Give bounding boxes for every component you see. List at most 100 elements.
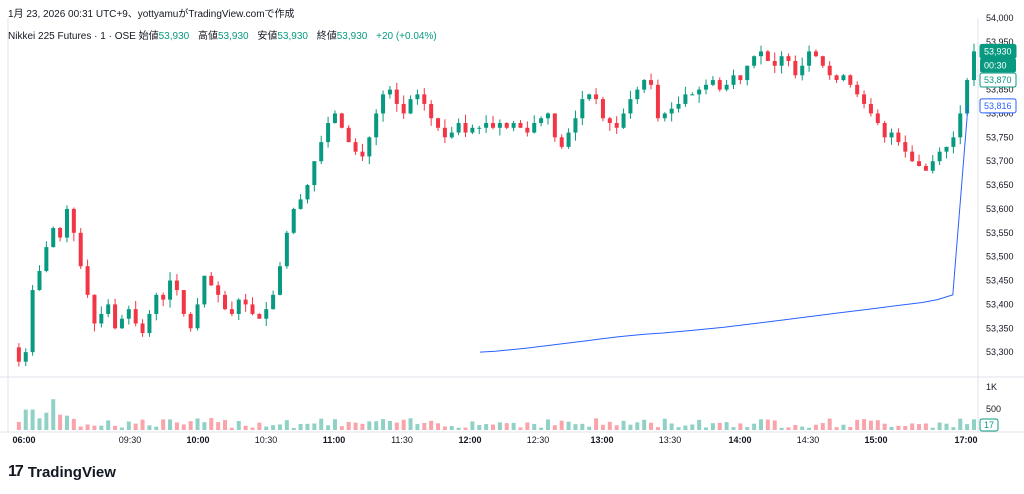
volume-bar: [92, 425, 97, 430]
volume-bar: [51, 399, 56, 430]
volume-bar: [607, 421, 612, 430]
candle-body: [910, 151, 915, 162]
volume-bar: [772, 420, 777, 430]
volume-bar: [264, 426, 269, 430]
volume-tick-1k: 1K: [986, 382, 997, 392]
volume-bar: [99, 425, 104, 430]
candle-body: [367, 137, 372, 157]
candle-body: [484, 123, 489, 128]
symbol-info-bar: Nikkei 225 Futures · 1 · OSE 始値53,930 高値…: [8, 27, 437, 42]
volume-bar: [332, 419, 337, 430]
series-price-tag: 53,870: [984, 75, 1012, 85]
candle-body: [745, 65, 750, 81]
candle-body: [896, 132, 901, 143]
volume-bar: [250, 427, 255, 430]
candle-body: [545, 113, 550, 119]
candle-body: [346, 127, 351, 143]
candle-body: [154, 294, 159, 314]
candle-body: [965, 80, 970, 114]
volume-bar: [752, 423, 757, 430]
candle-body: [236, 299, 241, 314]
symbol-name[interactable]: Nikkei 225 Futures · 1 · OSE: [8, 31, 136, 42]
candle-body: [209, 275, 214, 286]
series-price-tag-box: [979, 72, 1017, 88]
volume-bar: [710, 423, 715, 430]
volume-bar: [174, 422, 179, 430]
volume-bar: [387, 420, 392, 430]
volume-bar: [449, 425, 454, 430]
x-tick-label: 06:00: [12, 435, 35, 445]
volume-bar: [504, 423, 509, 430]
candle-body: [188, 313, 193, 329]
candle-body: [903, 142, 908, 152]
y-tick-label: 53,800: [986, 108, 1014, 118]
candle-body: [119, 318, 124, 329]
volume-bar: [161, 419, 166, 430]
candle-body: [71, 208, 76, 233]
volume-bar: [923, 423, 928, 430]
volume-bar: [381, 419, 386, 430]
candle-body: [374, 113, 379, 138]
volume-bar: [491, 424, 495, 430]
volume-bar: [209, 418, 214, 430]
tradingview-logo[interactable]: 17 TradingView: [8, 463, 116, 481]
volume-bar: [937, 422, 942, 430]
candle-body: [649, 80, 654, 85]
candle-body: [724, 84, 729, 90]
candle-body: [868, 103, 873, 114]
x-tick-label: 09:30: [119, 435, 142, 445]
volume-bar: [511, 422, 516, 430]
volume-bar: [456, 427, 461, 430]
volume-bar: [422, 422, 427, 430]
candle-body: [710, 80, 715, 85]
volume-bar: [133, 423, 138, 430]
candle-body: [862, 94, 867, 104]
volume-bar: [683, 425, 688, 430]
volume-bar: [374, 421, 379, 430]
volume-bar: [319, 418, 324, 430]
candle-body: [676, 103, 681, 109]
candle-body: [552, 113, 557, 138]
candle-body: [78, 232, 83, 267]
volume-bar: [168, 419, 173, 430]
candle-body: [972, 51, 976, 81]
vwap-price-tag-box: [979, 98, 1017, 114]
volume-bar: [291, 427, 296, 430]
volume-bar: [559, 420, 564, 430]
volume-bar: [758, 419, 763, 430]
candle-body: [64, 208, 69, 238]
candle-body: [731, 75, 736, 85]
candle-body: [147, 313, 152, 334]
volume-bar: [539, 427, 544, 430]
price-change: +20 (+0.04%): [376, 31, 437, 42]
candle-body: [738, 75, 743, 81]
y-tick-label: 53,600: [986, 204, 1014, 214]
candle-body: [834, 75, 839, 81]
volume-bar: [807, 427, 812, 430]
candle-body: [594, 94, 599, 100]
candle-body: [497, 123, 502, 128]
volume-bar: [470, 421, 475, 430]
x-tick-label: 12:00: [458, 435, 481, 445]
candle-body: [580, 99, 585, 119]
y-tick-label: 53,450: [986, 276, 1014, 286]
candle-body: [394, 89, 399, 104]
volume-bar: [140, 419, 145, 430]
candle-body: [848, 75, 853, 85]
volume-bar: [882, 423, 887, 430]
candle-body: [436, 118, 441, 128]
volume-bar: [545, 419, 550, 430]
candle-body: [875, 113, 880, 124]
candle-body: [642, 80, 647, 90]
candle-body: [181, 290, 186, 314]
volume-bar: [642, 419, 647, 430]
candle-body: [559, 137, 564, 147]
candle-body: [752, 56, 757, 66]
candle-body: [704, 84, 709, 90]
volume-bar: [573, 424, 578, 430]
candle-body: [566, 132, 571, 147]
candle-body: [298, 199, 303, 209]
chart-credit: 1月 23, 2026 00:31 UTC+9、yottyamuがTrading…: [8, 9, 295, 20]
open-label: 始値: [138, 31, 159, 42]
